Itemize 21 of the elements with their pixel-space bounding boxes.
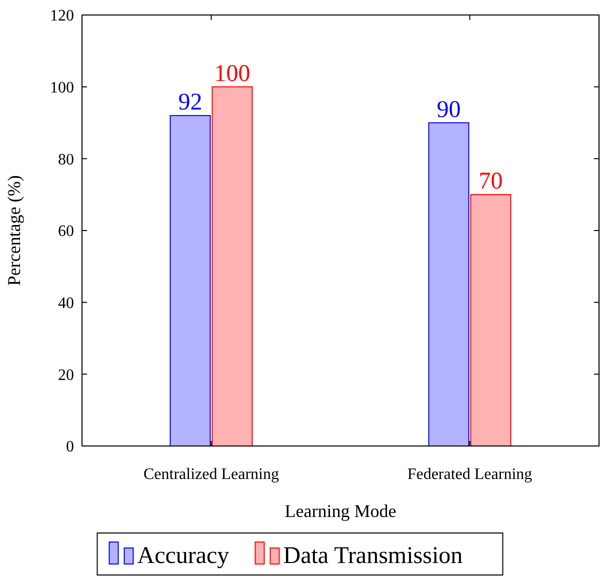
y-axis-title: Percentage (%) <box>4 175 24 286</box>
y-tick-label: 60 <box>58 223 74 240</box>
data-label: 100 <box>214 60 250 87</box>
legend-label: Data Transmission <box>283 543 463 569</box>
legend-label: Accuracy <box>137 543 230 569</box>
y-tick-label: 0 <box>66 438 74 456</box>
data-label: 70 <box>478 168 503 195</box>
data-label: 92 <box>178 90 202 116</box>
bar <box>470 194 512 446</box>
y-tick-label: 40 <box>58 294 74 312</box>
x-axis-title: Learning Mode <box>284 501 396 521</box>
y-tick-label: 100 <box>50 79 74 96</box>
bar <box>170 115 211 446</box>
bar <box>212 86 253 446</box>
y-tick-label: 20 <box>58 366 74 384</box>
y-tick-label: 120 <box>50 8 74 25</box>
x-tick-label: Centralized Learning <box>144 466 279 483</box>
data-label: 90 <box>436 96 461 123</box>
x-tick-label: Federated Learning <box>407 466 532 483</box>
bar <box>428 122 470 446</box>
y-tick-label: 80 <box>58 151 74 168</box>
